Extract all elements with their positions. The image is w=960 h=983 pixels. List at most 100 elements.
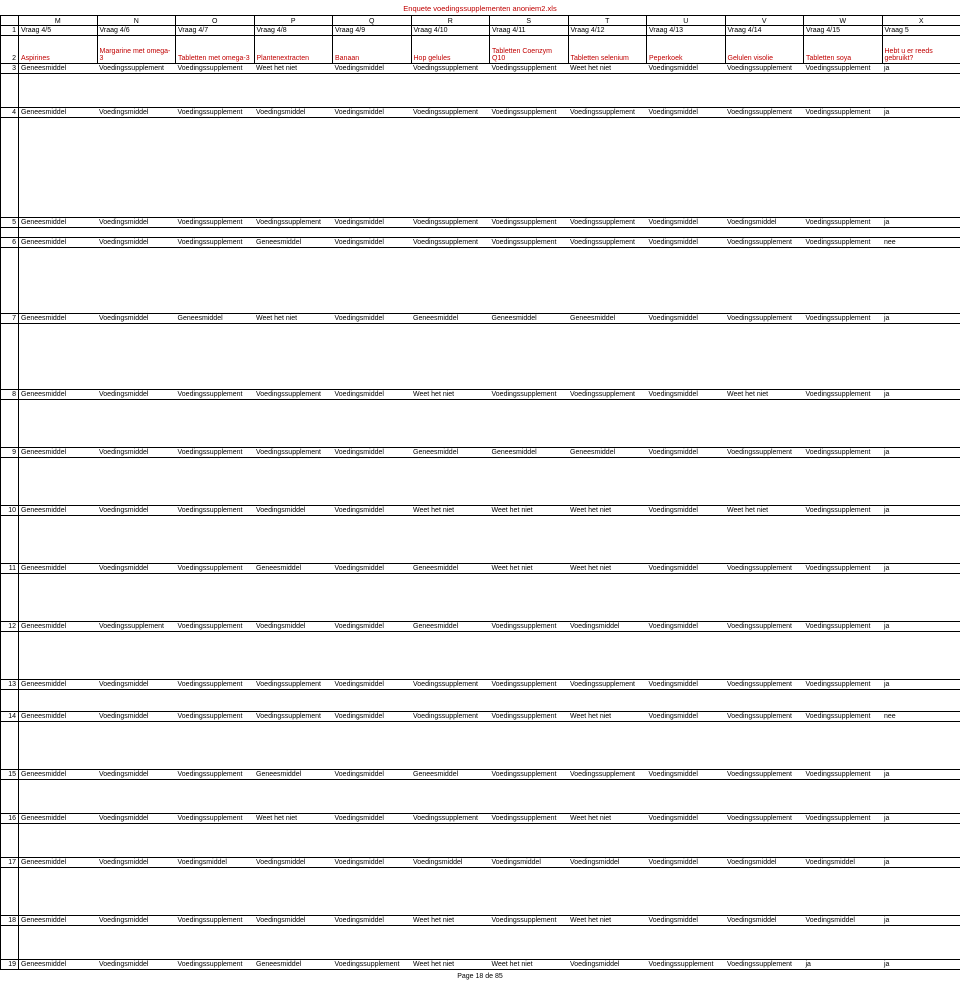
gap-cell [254,868,333,916]
gap-cell [804,324,883,390]
gap-cell [176,228,255,238]
data-cell: Voedingssupplement [176,218,255,228]
data-cell: Voedingssupplement [568,770,647,780]
gap-cell [490,74,569,108]
data-cell: Voedingsmiddel [647,64,726,74]
gap-cell [882,632,960,680]
gap-cell [725,324,804,390]
gap-cell [882,574,960,622]
data-cell: Voedingsmiddel [647,712,726,722]
col-letter: Q [333,16,412,26]
gap-cell [97,780,176,814]
gap-cell [254,400,333,448]
gap-cell [97,118,176,218]
gap-cell [568,118,647,218]
rownum: 8 [1,390,19,400]
rownum: 9 [1,448,19,458]
gap-cell [19,632,98,680]
gap-cell [568,324,647,390]
table-row: 3GeneesmiddelVoedingssupplementVoedingss… [1,64,960,74]
gap-cell [411,118,490,218]
gap-cell [804,824,883,858]
data-cell: Geneesmiddel [411,448,490,458]
gap-cell [176,400,255,448]
data-cell: Weet het niet [254,314,333,324]
gap-cell [333,516,412,564]
data-cell: Voedingsmiddel [333,916,412,926]
data-cell: Voedingssupplement [176,916,255,926]
col-letter: P [254,16,333,26]
gap-cell [411,780,490,814]
gap-cell [725,248,804,314]
data-cell: Voedingssupplement [490,712,569,722]
gap-cell [647,118,726,218]
rownum: 18 [1,916,19,926]
col-letter: T [568,16,647,26]
gap-cell [882,722,960,770]
gap-row [1,690,960,712]
corner-cell [1,16,19,26]
col-letter: R [411,16,490,26]
data-cell: Geneesmiddel [254,564,333,574]
data-cell: Voedingsmiddel [647,390,726,400]
data-cell: Weet het niet [490,960,569,970]
header-cell: Vraag 4/15 [804,26,883,36]
table-row: 11GeneesmiddelVoedingsmiddelVoedingssupp… [1,564,960,574]
gap-cell [725,722,804,770]
data-cell: Weet het niet [254,814,333,824]
rownum: 13 [1,680,19,690]
data-cell: Voedingsmiddel [647,770,726,780]
gap-cell [97,632,176,680]
data-cell: Voedingssupplement [176,680,255,690]
data-cell: Voedingsmiddel [647,916,726,926]
gap-cell [333,632,412,680]
gap-cell [882,868,960,916]
data-cell: Voedingssupplement [725,64,804,74]
gap-cell [254,516,333,564]
gap-cell [882,248,960,314]
data-cell: Voedingssupplement [97,64,176,74]
gap-cell [647,574,726,622]
gap-cell [725,118,804,218]
data-cell: Voedingsmiddel [97,770,176,780]
header-cell: Vraag 4/12 [568,26,647,36]
data-cell: Geneesmiddel [19,506,98,516]
col-letter: W [804,16,883,26]
table-row: 6GeneesmiddelVoedingsmiddelVoedingssuppl… [1,238,960,248]
gap-cell [97,74,176,108]
gap-cell [804,74,883,108]
gap-cell [176,516,255,564]
gap-cell [490,516,569,564]
gap-cell [176,574,255,622]
data-cell: Voedingsmiddel [333,238,412,248]
gap-cell [647,780,726,814]
header-cell: Vraag 4/6 [97,26,176,36]
table-row: 9GeneesmiddelVoedingsmiddelVoedingssuppl… [1,448,960,458]
data-cell: Voedingsmiddel [97,218,176,228]
data-cell: nee [882,712,960,722]
data-cell: ja [882,506,960,516]
gap-cell [97,248,176,314]
data-cell: Weet het niet [725,390,804,400]
gap-cell [647,324,726,390]
data-cell: Voedingsmiddel [97,314,176,324]
gap-cell [97,868,176,916]
data-cell: Weet het niet [411,506,490,516]
table-body: MNOPQRSTUVWX1Vraag 4/5Vraag 4/6Vraag 4/7… [1,16,960,970]
page-footer: Page 18 de 85 [0,970,960,983]
gap-cell [804,248,883,314]
data-cell: Voedingssupplement [725,448,804,458]
data-cell: Voedingssupplement [176,712,255,722]
gap-rownum [1,690,19,712]
data-cell: Voedingsmiddel [254,506,333,516]
data-cell: Voedingssupplement [804,622,883,632]
rownum: 19 [1,960,19,970]
gap-rownum [1,516,19,564]
data-cell: Voedingssupplement [804,448,883,458]
gap-cell [411,458,490,506]
gap-cell [333,722,412,770]
gap-cell [19,516,98,564]
gap-cell [97,228,176,238]
header-cell-red: Peperkoek [647,36,726,64]
data-cell: ja [882,448,960,458]
